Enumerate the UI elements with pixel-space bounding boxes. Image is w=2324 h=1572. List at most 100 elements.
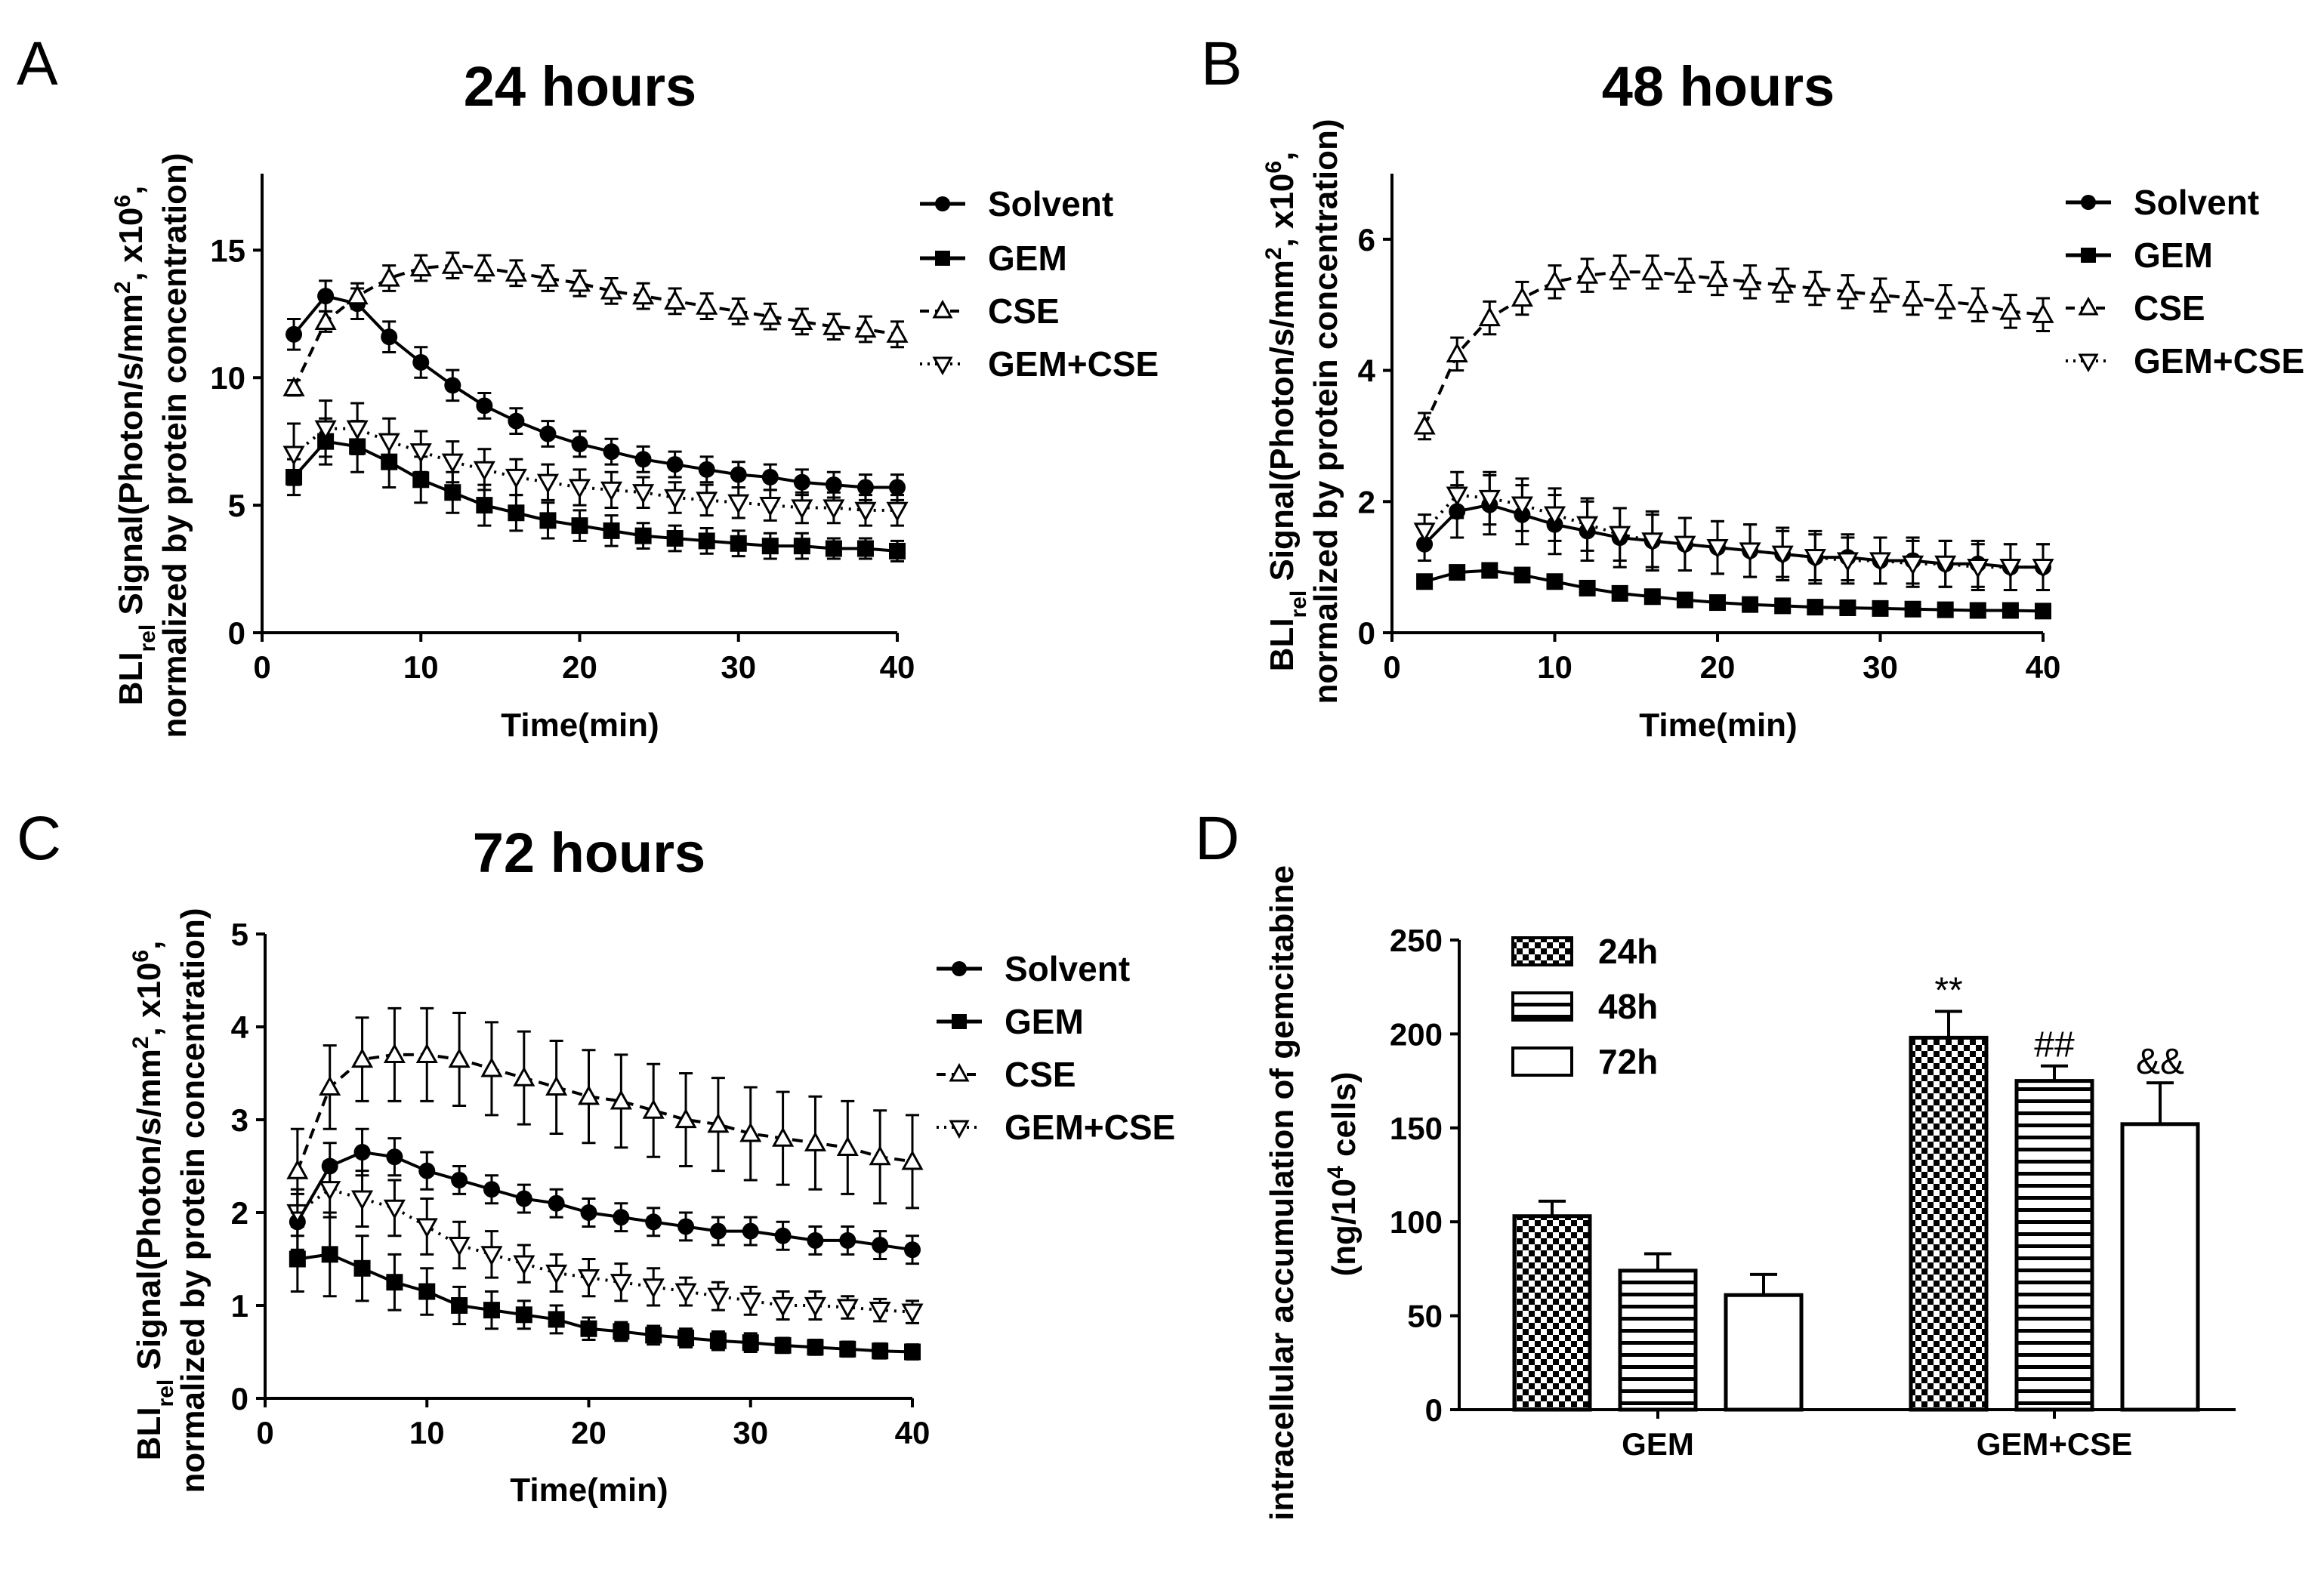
y-tick-label: 0: [231, 1381, 248, 1416]
legend-entry-gem-cse: GEM+CSE: [1005, 1108, 1175, 1147]
data-point: [545, 1075, 568, 1096]
data-point: [666, 530, 684, 547]
legend-swatch-checker: [1511, 936, 1573, 966]
y-tick-label: 150: [1390, 1111, 1443, 1146]
series-gem: [285, 417, 906, 563]
data-point: [730, 466, 747, 483]
significance-annotation: ##: [2034, 1025, 2075, 1065]
data-point: [707, 1287, 730, 1308]
data-point: [383, 1043, 406, 1063]
data-point: [1902, 286, 1924, 307]
x-tick-label: 20: [562, 649, 597, 685]
panel-title: 24 hours: [464, 55, 696, 118]
data-point: [1739, 542, 1761, 563]
data-point: [346, 420, 369, 440]
data-point: [1478, 489, 1501, 510]
data-point: [1546, 573, 1563, 590]
y-tick-label: 200: [1390, 1016, 1443, 1052]
legend-marker-square: [952, 1014, 967, 1029]
data-point: [632, 484, 655, 504]
y-tick-label: 50: [1407, 1299, 1443, 1334]
data-point: [804, 1296, 826, 1318]
data-point: [1872, 600, 1889, 617]
data-point: [1934, 555, 1957, 575]
panel-label: C: [17, 804, 61, 873]
series-gem: [289, 1211, 921, 1361]
series-gem-cse: [1413, 470, 2054, 592]
x-axis-label: Time(min): [510, 1472, 668, 1509]
data-point: [600, 481, 623, 501]
data-point: [515, 1306, 532, 1324]
data-point: [513, 1066, 535, 1087]
data-point: [480, 1057, 503, 1077]
data-point: [548, 1311, 565, 1328]
legend-entry-gem-cse: GEM+CSE: [988, 344, 1159, 384]
data-point: [872, 1237, 889, 1254]
data-point: [282, 445, 305, 466]
x-tick-label: 30: [733, 1415, 768, 1450]
data-point: [856, 479, 874, 496]
data-point: [854, 317, 877, 338]
data-point: [774, 1336, 792, 1354]
data-point: [1937, 601, 1954, 618]
data-point: [709, 1222, 727, 1240]
y-tick-label: 2: [231, 1195, 248, 1231]
plot-area: 0 1 2 3 4 5 0 10 20 30 40: [231, 917, 931, 1450]
plot-area: 0 2 4 6 0 10 20 30 40: [1358, 174, 2060, 685]
data-point: [580, 1320, 597, 1337]
data-point: [791, 310, 813, 331]
x-axis-label: Time(min): [1639, 707, 1797, 744]
data-point: [1969, 602, 1986, 619]
legend-entry-gem: GEM: [1005, 1002, 1084, 1041]
data-point: [823, 499, 845, 519]
data-point: [613, 1209, 630, 1226]
data-point: [381, 328, 398, 346]
data-point: [508, 504, 525, 522]
data-point: [610, 1090, 632, 1110]
data-point: [1869, 283, 1892, 304]
data-point: [677, 1330, 695, 1347]
data-point: [836, 1299, 859, 1319]
data-point: [603, 443, 620, 461]
data-point: [807, 1339, 824, 1356]
y-tick-label: 10: [210, 360, 245, 396]
data-point: [1609, 260, 1631, 281]
series-solvent: [285, 279, 906, 501]
panel-title: 48 hours: [1602, 55, 1835, 118]
data-point: [1804, 276, 1826, 297]
data-point: [807, 1231, 824, 1249]
legend-marker-triangle-down: [949, 1120, 970, 1139]
data-point: [314, 420, 337, 440]
x-tick-label: GEM+CSE: [1977, 1426, 2133, 1462]
x-tick-label: 10: [409, 1415, 445, 1450]
data-point: [1807, 599, 1824, 616]
data-point: [319, 1181, 341, 1201]
significance-annotation: &&: [2136, 1042, 2184, 1082]
data-point: [1641, 260, 1664, 281]
data-point: [2035, 603, 2051, 620]
data-point: [444, 377, 461, 394]
y-tick-label: 15: [210, 233, 245, 268]
data-point: [761, 468, 779, 485]
y-tick-label: 0: [1358, 615, 1375, 651]
data-point: [664, 489, 687, 510]
data-point: [825, 540, 842, 557]
data-point: [698, 461, 715, 478]
data-point: [1674, 535, 1696, 556]
data-point: [571, 517, 588, 535]
y-tick-label: 1: [231, 1288, 248, 1324]
data-point: [515, 1190, 532, 1207]
x-tick-label: GEM: [1622, 1426, 1694, 1462]
data-point: [386, 1274, 403, 1291]
data-point: [823, 315, 845, 335]
data-point: [476, 497, 493, 514]
y-tick-label: 250: [1390, 923, 1443, 958]
y-axis-label: BLIrel Signal(Photon/s/mm2, x106,: [1261, 152, 1311, 672]
data-point: [321, 1246, 338, 1263]
bar-24h: [1512, 1214, 1592, 1412]
x-tick-label: 0: [256, 1415, 273, 1450]
x-tick-label: 0: [1383, 649, 1400, 685]
legend-entry-gem: GEM: [988, 239, 1067, 278]
legend-entry-cse: CSE: [2134, 288, 2205, 328]
